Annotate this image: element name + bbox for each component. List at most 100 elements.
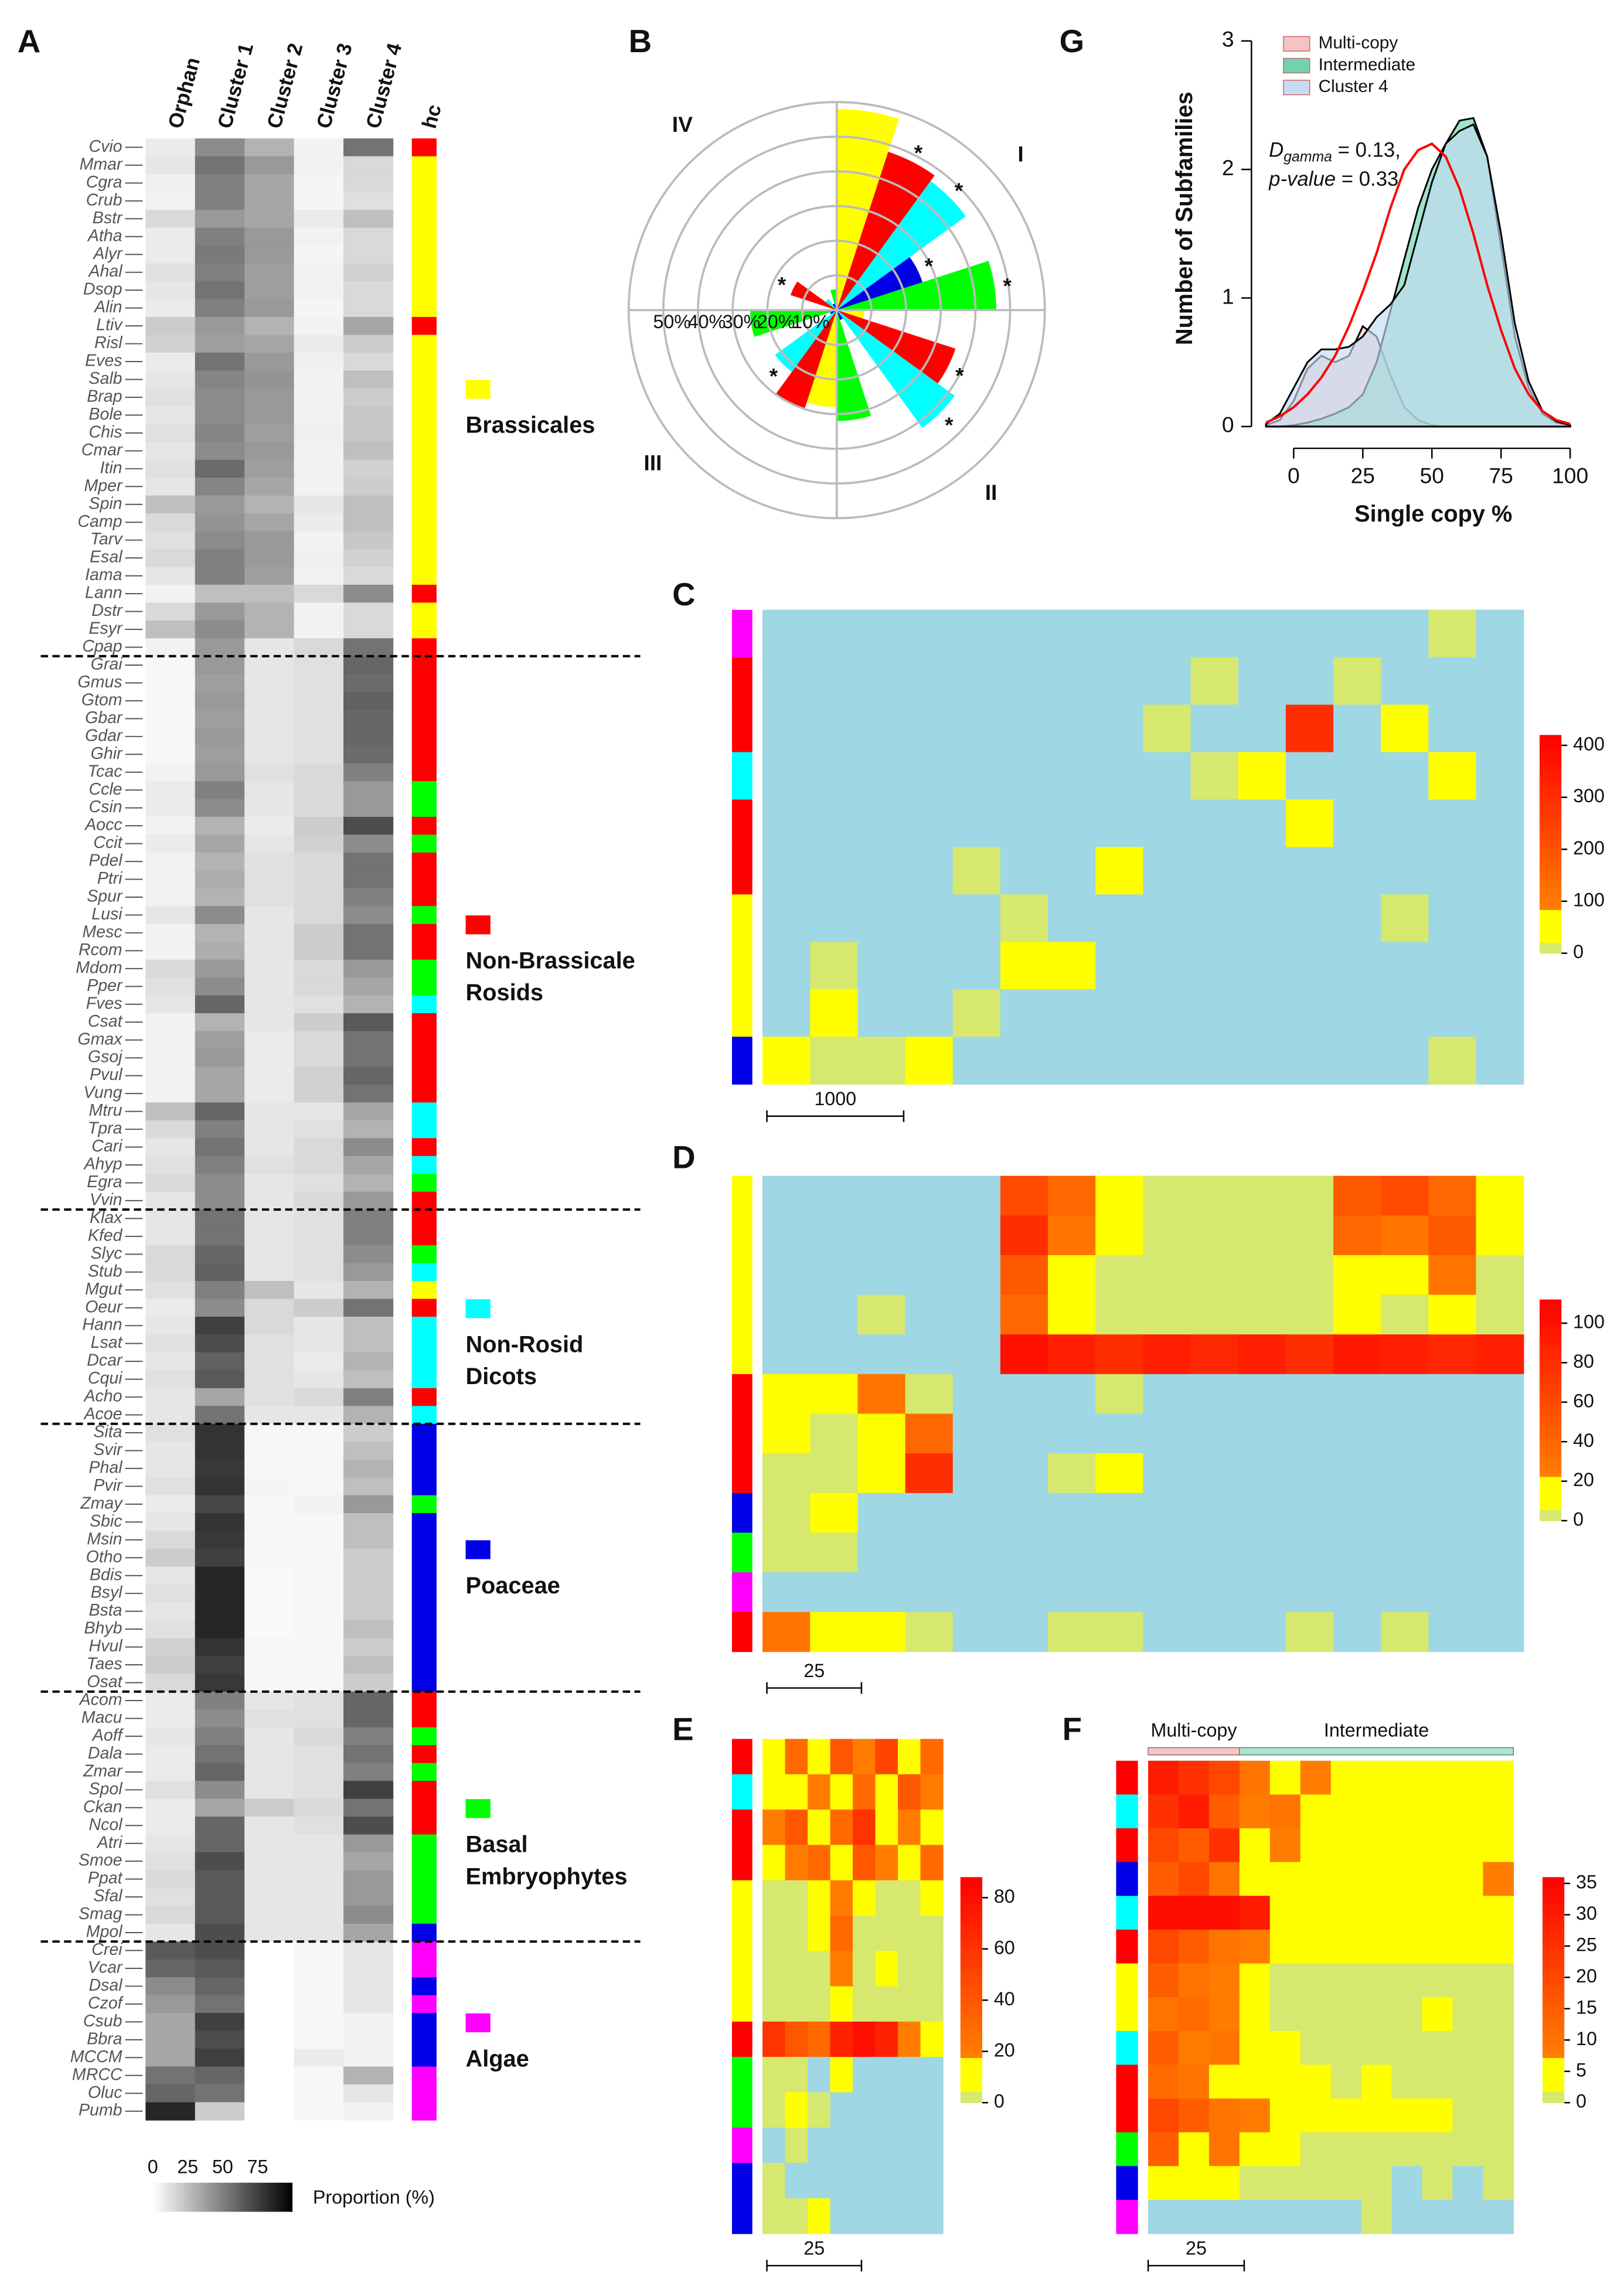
heat-cell bbox=[1269, 2200, 1301, 2234]
colorbar-band bbox=[1539, 1473, 1562, 1477]
heat-cell bbox=[244, 852, 295, 871]
heat-cell bbox=[294, 1477, 344, 1496]
heat-cell bbox=[244, 1566, 295, 1585]
heat-cell bbox=[145, 316, 196, 336]
heat-cell bbox=[145, 1477, 196, 1496]
heat-cell bbox=[244, 870, 295, 889]
heat-cell bbox=[145, 834, 196, 853]
heat-cell bbox=[1285, 799, 1334, 848]
heat-cell bbox=[1381, 1176, 1429, 1216]
heat-cell bbox=[1333, 609, 1381, 658]
heat-cell bbox=[905, 657, 954, 706]
colorbar-band bbox=[1539, 1351, 1562, 1355]
colorbar-band bbox=[1539, 942, 1562, 946]
hc-cell bbox=[411, 1263, 437, 1282]
significance-mark: * bbox=[945, 413, 954, 437]
colorbar-band bbox=[1539, 1517, 1562, 1521]
heat-cell bbox=[1381, 1413, 1429, 1454]
heat-cell bbox=[1452, 1862, 1484, 1897]
heat-cell bbox=[343, 1870, 394, 1889]
colorbar-band bbox=[1542, 2008, 1565, 2013]
rose-wedge bbox=[806, 310, 837, 407]
heat-cell bbox=[1476, 1374, 1524, 1415]
colorbar-tick-label: 75 bbox=[247, 2156, 268, 2177]
row-group bbox=[1116, 2098, 1138, 2133]
heat-cell bbox=[808, 1986, 831, 2022]
heat-cell bbox=[1476, 1413, 1524, 1454]
heat-cell bbox=[145, 370, 196, 389]
hc-cell bbox=[411, 316, 437, 336]
heat-cell bbox=[343, 1459, 394, 1478]
heat-cell bbox=[1452, 1997, 1484, 2032]
species-label: Eves bbox=[85, 352, 122, 370]
heat-cell bbox=[1148, 1828, 1179, 1863]
heat-cell bbox=[244, 210, 295, 229]
annotation-italic: D bbox=[1269, 139, 1283, 162]
heat-cell bbox=[145, 1906, 196, 1924]
heat-cell bbox=[762, 1493, 811, 1534]
heat-cell bbox=[1190, 1493, 1239, 1534]
heat-cell bbox=[294, 691, 344, 710]
heat-cell bbox=[905, 1334, 954, 1375]
heat-cell bbox=[294, 816, 344, 836]
hc-cell bbox=[411, 834, 437, 853]
colorbar-band bbox=[960, 1997, 983, 2002]
heat-cell bbox=[244, 263, 295, 282]
heat-cell bbox=[905, 1572, 954, 1613]
heat-cell bbox=[1048, 1294, 1096, 1335]
row-group bbox=[731, 1334, 753, 1375]
heat-cell bbox=[343, 1781, 394, 1800]
species-label: Sita bbox=[93, 1423, 122, 1442]
heat-cell bbox=[145, 1798, 196, 1817]
heat-cell bbox=[145, 1191, 196, 1210]
heat-cell bbox=[195, 995, 245, 1014]
heat-cell bbox=[810, 1493, 859, 1534]
heat-cell bbox=[294, 316, 344, 336]
panel-label: A bbox=[18, 23, 40, 59]
heat-cell bbox=[195, 1334, 245, 1353]
colorbar-band bbox=[1539, 811, 1562, 816]
heat-cell bbox=[1238, 1176, 1286, 1216]
annotation: p-value = 0.33 bbox=[1268, 168, 1398, 190]
heat-cell bbox=[1391, 1929, 1423, 1964]
heat-cell bbox=[1381, 1294, 1429, 1335]
heat-cell bbox=[785, 2092, 808, 2128]
heat-cell bbox=[195, 1067, 245, 1085]
hc-cell bbox=[411, 1102, 437, 1121]
heat-cell bbox=[810, 657, 859, 706]
heat-cell bbox=[244, 1495, 295, 1514]
heat-cell bbox=[195, 1923, 245, 1943]
heat-cell bbox=[1333, 1532, 1381, 1573]
heat-cell bbox=[343, 1084, 394, 1103]
heat-cell bbox=[1000, 1334, 1048, 1375]
heat-cell bbox=[857, 1453, 906, 1494]
heat-cell bbox=[1285, 1374, 1334, 1415]
heat-cell bbox=[195, 888, 245, 907]
species-label: Pvir bbox=[93, 1476, 123, 1495]
heat-cell bbox=[1143, 752, 1191, 800]
heat-cell bbox=[808, 1880, 831, 1916]
heat-cell bbox=[810, 894, 859, 943]
species-label: Ncol bbox=[88, 1815, 122, 1834]
heat-cell bbox=[1300, 1929, 1332, 1964]
heat-cell bbox=[952, 894, 1001, 943]
heat-cell bbox=[1148, 1760, 1179, 1795]
colorbar-band bbox=[1542, 1952, 1565, 1957]
rose-wedge bbox=[836, 310, 871, 421]
heat-cell bbox=[857, 1493, 906, 1534]
heat-cell bbox=[145, 906, 196, 925]
heat-cell bbox=[810, 942, 859, 990]
heat-cell bbox=[1452, 1794, 1484, 1829]
heat-cell bbox=[1422, 1896, 1453, 1930]
heat-cell bbox=[145, 459, 196, 478]
heat-cell bbox=[195, 1602, 245, 1621]
heat-cell bbox=[195, 174, 245, 193]
heat-cell bbox=[244, 478, 295, 496]
heat-cell bbox=[294, 1281, 344, 1300]
species-label: Tpra bbox=[88, 1119, 122, 1138]
heat-cell bbox=[195, 1191, 245, 1210]
heat-cell bbox=[244, 1048, 295, 1068]
heat-cell bbox=[145, 210, 196, 229]
heat-cell bbox=[1333, 942, 1381, 990]
heat-cell bbox=[244, 1727, 295, 1746]
